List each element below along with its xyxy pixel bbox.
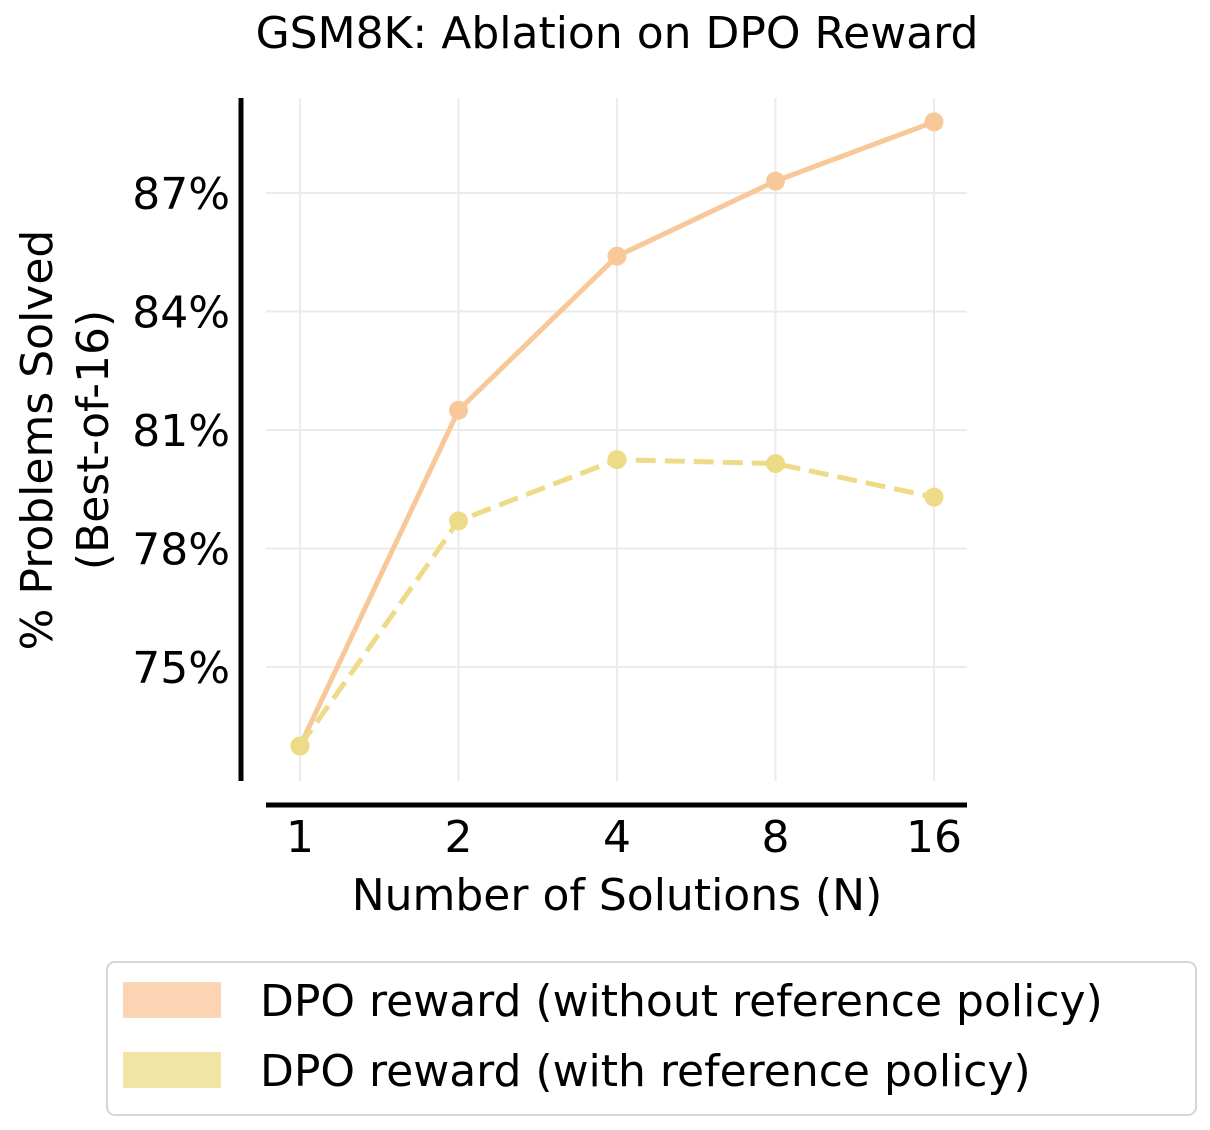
series-1-point-0 [290,736,310,756]
y-tick-label: 84% [132,288,230,339]
y-axis-label: % Problems Solved (Best-of-16) [12,230,119,651]
chart-title: GSM8K: Ablation on DPO Reward [256,8,979,59]
legend-label-with-reference: DPO reward (with reference policy) [260,1046,1031,1097]
series-0-point-4 [924,112,944,132]
y-tick-labels: 75% 78% 81% 84% 87% [132,169,230,694]
x-axis-label: Number of Solutions (N) [352,870,883,921]
legend: DPO reward (without reference policy) DP… [106,961,1197,1116]
x-tick-label: 8 [762,812,790,863]
series-1-point-4 [924,487,944,507]
y-tick-label: 78% [132,525,230,576]
legend-swatch-with-reference [123,1052,221,1088]
series-0-point-2 [607,246,627,266]
series-1-point-2 [607,450,627,470]
y-axis-label-line-1: % Problems Solved [12,230,63,651]
y-axis-label-line-2: (Best-of-16) [68,310,119,570]
series-1-point-3 [766,454,785,474]
series-0-point-1 [449,400,468,420]
y-tick-label: 75% [132,643,230,694]
series-0-point-3 [766,171,785,191]
legend-swatch-without-reference [123,982,221,1018]
grid [266,98,967,781]
series [290,112,944,756]
x-tick-label: 4 [603,812,631,863]
x-tick-label: 1 [286,812,314,863]
x-tick-label: 16 [906,812,962,863]
legend-label-without-reference: DPO reward (without reference policy) [260,976,1103,1027]
series-1-point-1 [449,511,468,531]
y-tick-label: 87% [132,169,230,220]
y-tick-label: 81% [132,406,230,457]
legend-frame [106,961,1197,1116]
x-tick-label: 2 [445,812,473,863]
x-tick-labels: 1 2 4 8 16 [286,812,962,863]
